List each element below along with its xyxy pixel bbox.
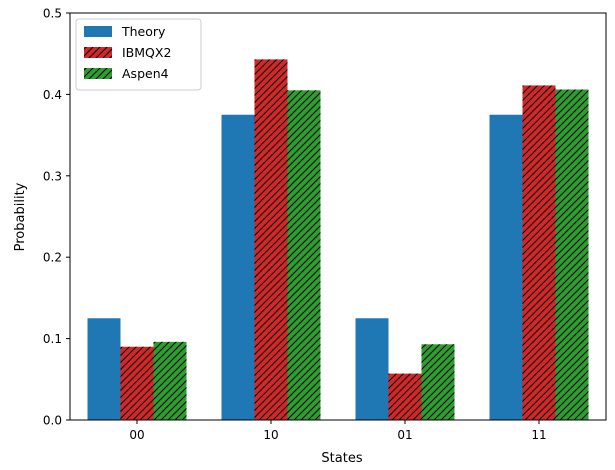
- plot-frame: [69, 12, 607, 421]
- legend-label-theory: Theory: [121, 24, 166, 39]
- x-tick-label: 10: [263, 428, 278, 442]
- x-tick-label: 01: [397, 428, 412, 442]
- axes-layer: 0.0 0.1 0.2 0.3 0.4 0.5 00 10 01 11: [43, 7, 607, 442]
- bar-hatch-ibmqx2-11: [522, 85, 556, 421]
- y-axis-label: Probability: [13, 182, 28, 251]
- bars-layer: [87, 59, 589, 421]
- y-tick-label: 0.2: [43, 251, 62, 265]
- bar-hatch-ibmqx2-10: [254, 59, 288, 420]
- legend: Theory IBMQX2 Aspen4: [75, 18, 202, 91]
- legend-label-ibmqx2: IBMQX2: [122, 45, 171, 60]
- legend-swatch-theory: [84, 26, 112, 37]
- bar-theory-00: [87, 318, 121, 420]
- bar-hatch-ibmqx2-01: [388, 373, 422, 420]
- bar-hatch-aspen4-00: [153, 341, 187, 420]
- y-tick-label: 0.1: [43, 332, 62, 346]
- labels-layer: States Probability: [13, 182, 363, 466]
- x-tick-label: 11: [531, 428, 546, 442]
- legend-swatch-hatch-ibmqx2: [84, 47, 112, 58]
- legend-swatch-hatch-aspen4: [84, 68, 112, 79]
- y-tick-label: 0.4: [43, 88, 62, 102]
- legend-label-aspen4: Aspen4: [122, 66, 169, 81]
- x-axis-label: States: [321, 451, 362, 466]
- y-tick-label: 0.5: [43, 7, 62, 21]
- bar-hatch-aspen4-10: [287, 90, 321, 420]
- bar-hatch-aspen4-11: [555, 89, 589, 421]
- bar-theory-11: [489, 114, 523, 420]
- bar-hatch-aspen4-01: [421, 344, 455, 420]
- bar-theory-01: [355, 318, 389, 420]
- y-tick-label: 0.3: [43, 169, 62, 183]
- y-tick-label: 0.0: [43, 414, 62, 428]
- x-tick-label: 00: [129, 428, 144, 442]
- bar-theory-10: [221, 114, 255, 420]
- bar-hatch-ibmqx2-00: [120, 346, 154, 420]
